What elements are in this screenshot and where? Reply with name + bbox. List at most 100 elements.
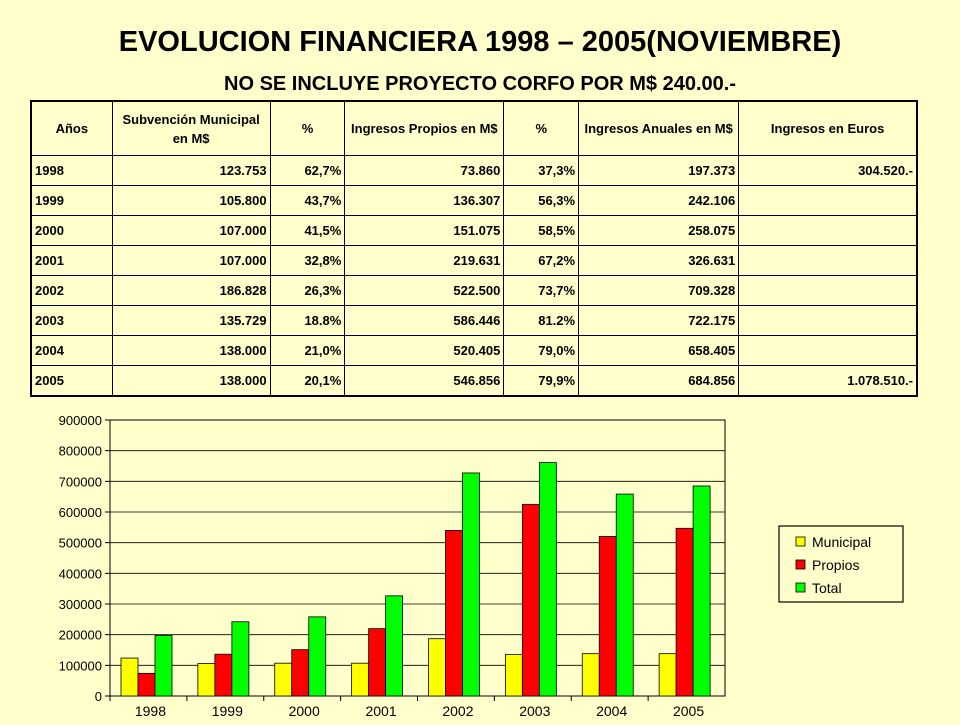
cell-ingresos-euros — [738, 335, 918, 366]
table-row: 2002 186.828 26,3% 522.500 73,7% 709.328 — [30, 275, 918, 306]
cell-pct-municipal: 21,0% — [269, 335, 346, 366]
page-title: EVOLUCION FINANCIERA 1998 – 2005(NOVIEMB… — [118, 26, 842, 58]
cell-ingresos-anuales: 684.856 — [578, 365, 740, 397]
table-row: 1999 105.800 43,7% 136.307 56,3% 242.106 — [30, 185, 918, 216]
cell-year: 2001 — [30, 245, 113, 276]
cell-ingresos-euros — [738, 275, 918, 306]
cell-year: 1999 — [30, 185, 113, 216]
cell-ingresos-anuales: 197.373 — [578, 155, 740, 186]
x-tick-label: 1998 — [135, 703, 166, 719]
cell-ingresos-euros: 1.078.510.- — [738, 365, 918, 397]
cell-ingresos-anuales: 658.405 — [578, 335, 740, 366]
cell-ingresos-anuales: 242.106 — [578, 185, 740, 216]
cell-year: 2003 — [30, 305, 113, 336]
cell-year: 2005 — [30, 365, 113, 397]
cell-ingresos-propios: 546.856 — [344, 365, 505, 397]
cell-pct-propios: 37,3% — [503, 155, 580, 186]
bar-municipal — [658, 653, 677, 697]
bar-propios — [521, 503, 540, 697]
cell-subvencion: 186.828 — [111, 275, 271, 306]
cell-ingresos-propios: 136.307 — [344, 185, 505, 216]
legend-label-total: Total — [812, 580, 842, 596]
bar-total — [462, 472, 480, 697]
cell-pct-propios: 79,0% — [503, 335, 580, 366]
cell-ingresos-anuales: 709.328 — [578, 275, 740, 306]
bar-municipal — [428, 638, 446, 697]
bar-chart: 0 100000 200000 300000 400000 500000 600000 700… — [59, 412, 904, 719]
cell-pct-propios: 73,7% — [503, 275, 580, 306]
bar-total — [385, 595, 404, 697]
x-tick-label: 2003 — [519, 703, 550, 719]
chart-area: 0 100000 200000 300000 400000 500000 600000 700… — [0, 400, 960, 720]
cell-subvencion: 138.000 — [111, 365, 271, 397]
header-ingresos-euros: Ingresos en Euros — [738, 100, 918, 156]
cell-ingresos-euros — [738, 245, 918, 276]
table-row: 1998 123.753 62,7% 73.860 37,3% 197.373 304.52… — [30, 155, 918, 186]
cell-pct-municipal: 62,7% — [269, 155, 346, 186]
cell-pct-propios: 79,9% — [503, 365, 580, 397]
page-subtitle: NO SE INCLUYE PROYECTO CORFO POR M$ 240.… — [224, 73, 736, 95]
cell-subvencion: 138.000 — [111, 335, 271, 366]
bar-propios — [291, 649, 310, 697]
cell-pct-municipal: 41,5% — [269, 215, 346, 246]
y-tick-label: 200000 — [59, 628, 102, 643]
table-row: 2004 138.000 21,0% 520.405 79,0% 658.405 — [30, 335, 918, 366]
cell-ingresos-propios: 219.631 — [344, 245, 505, 276]
bar-municipal — [504, 653, 523, 697]
bar-municipal — [351, 662, 370, 697]
cell-ingresos-euros — [738, 305, 918, 336]
bar-total — [154, 635, 173, 697]
cell-ingresos-anuales: 326.631 — [578, 245, 740, 276]
header-ingresos-anuales: Ingresos Anuales en M$ — [578, 100, 740, 156]
bar-total — [692, 485, 711, 697]
y-tick-label: 100000 — [59, 658, 102, 673]
cell-ingresos-anuales: 722.175 — [578, 305, 740, 336]
bar-total — [538, 462, 557, 697]
header-pct-propios: % — [503, 100, 580, 156]
legend-swatch-municipal — [795, 536, 806, 547]
x-tick-label: 2001 — [365, 703, 396, 719]
header-anos: Años — [30, 100, 113, 156]
cell-year: 2002 — [30, 275, 113, 306]
y-tick-label: 300000 — [59, 597, 102, 612]
cell-year: 2000 — [30, 215, 113, 246]
y-tick-label: 700000 — [59, 474, 102, 489]
cell-pct-propios: 81.2% — [503, 305, 580, 336]
x-tick-label: 2005 — [673, 703, 704, 719]
bar-municipal — [120, 657, 139, 697]
cell-ingresos-propios: 520.405 — [344, 335, 505, 366]
cell-subvencion: 135.729 — [111, 305, 271, 336]
legend: Municipal Propios Total — [778, 525, 904, 603]
cell-ingresos-propios: 73.860 — [344, 155, 505, 186]
legend-swatch-total — [795, 582, 806, 593]
cell-pct-municipal: 26,3% — [269, 275, 346, 306]
bar-total — [615, 493, 634, 697]
cell-ingresos-propios: 522.500 — [344, 275, 505, 306]
cell-pct-municipal: 43,7% — [269, 185, 346, 216]
cell-subvencion: 107.000 — [111, 215, 271, 246]
bar-propios — [368, 628, 387, 697]
y-tick-label: 400000 — [59, 566, 102, 581]
legend-label-municipal: Municipal — [812, 534, 871, 550]
table-row: 2005 138.000 20,1% 546.856 79,9% 684.856 1.078… — [30, 365, 918, 397]
x-tick-label: 2002 — [442, 703, 473, 719]
y-tick-label: 900000 — [59, 413, 102, 428]
bar-propios — [675, 527, 694, 697]
cell-subvencion: 105.800 — [111, 185, 271, 216]
cell-pct-municipal: 20,1% — [269, 365, 346, 397]
table-row: 2003 135.729 18.8% 586.446 81.2% 722.175 — [30, 305, 918, 336]
cell-year: 1998 — [30, 155, 113, 186]
bar-total — [308, 616, 327, 697]
cell-ingresos-euros: 304.520.- — [738, 155, 918, 186]
bar-propios — [598, 536, 617, 697]
cell-year: 2004 — [30, 335, 113, 366]
cell-ingresos-euros — [738, 185, 918, 216]
cell-subvencion: 107.000 — [111, 245, 271, 276]
header-ingresos-propios: Ingresos Propios en M$ — [344, 100, 505, 156]
cell-subvencion: 123.753 — [111, 155, 271, 186]
cell-pct-propios: 58,5% — [503, 215, 580, 246]
y-tick-label: 800000 — [59, 444, 102, 459]
y-tick-label: 0 — [95, 689, 102, 704]
financial-table: Años Subvención Municipal en M$ % Ingres… — [30, 100, 918, 397]
bar-propios — [445, 529, 463, 697]
